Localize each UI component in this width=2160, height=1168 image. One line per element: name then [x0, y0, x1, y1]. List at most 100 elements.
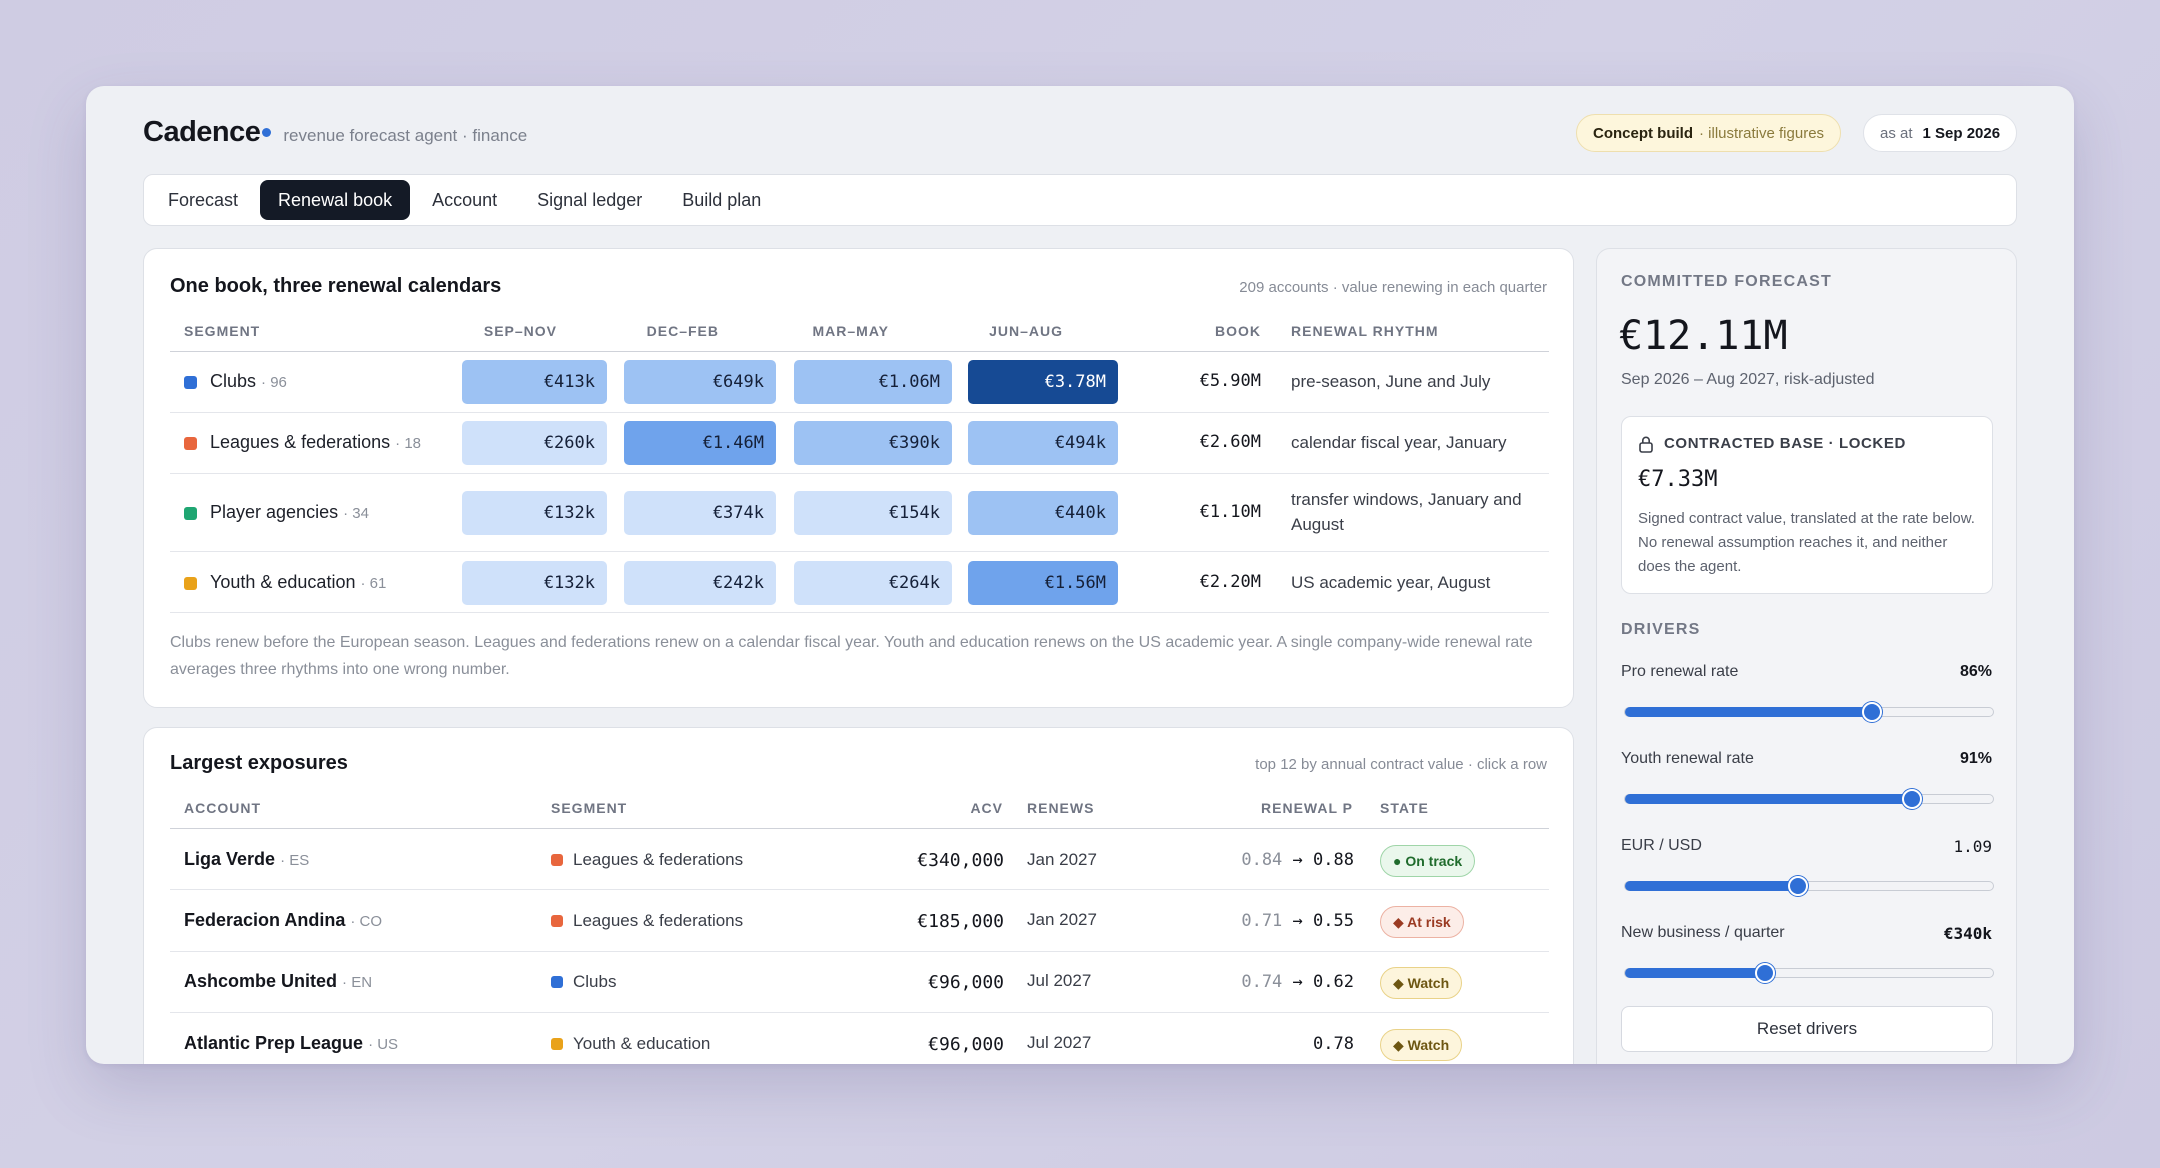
acv-value: €96,000: [928, 1034, 1004, 1055]
app-window: Cadence revenue forecast agent · finance…: [86, 86, 2074, 1064]
renewal-rhythm: calendar fiscal year, January: [1291, 433, 1507, 452]
segment-swatch: [551, 1038, 563, 1050]
driver-value: 1.09: [1953, 837, 1992, 856]
segment-name: Player agencies · 34: [210, 502, 369, 522]
renews-date: Jul 2027: [1027, 971, 1092, 990]
col-header-segment: SEGMENT: [184, 323, 261, 339]
heat-cell[interactable]: €1.06M: [794, 360, 952, 404]
slider-handle[interactable]: [1787, 876, 1808, 896]
account-name: Liga Verde · ES: [184, 849, 310, 869]
renewal-rhythm: US academic year, August: [1291, 573, 1491, 592]
slider-handle[interactable]: [1861, 702, 1882, 722]
exposures-title: Largest exposures: [170, 752, 348, 774]
header-divider: [170, 828, 1549, 829]
book-value: €1.10M: [1199, 502, 1261, 522]
drivers-kicker: DRIVERS: [1621, 621, 1701, 638]
col-header-state: STATE: [1380, 800, 1429, 816]
col-header-q3: MAR–MAY: [812, 323, 889, 339]
tab-bar: Forecast Renewal book Account Signal led…: [143, 174, 2017, 226]
account-segment: Youth & education: [551, 1034, 710, 1054]
lock-icon: [1638, 435, 1654, 453]
slider-fill: [1625, 968, 1765, 978]
new-business-slider[interactable]: [1624, 963, 1994, 983]
heat-cell[interactable]: €413k: [462, 360, 607, 404]
heat-cell[interactable]: €154k: [794, 491, 952, 535]
heat-cell[interactable]: €132k: [462, 561, 607, 605]
renewal-calendar-card: One book, three renewal calendars 209 ac…: [143, 248, 1574, 708]
row-divider: [170, 612, 1549, 613]
exposures-note: top 12 by annual contract value · click …: [1255, 756, 1547, 773]
account-segment: Clubs: [551, 972, 616, 992]
driver-value: 91%: [1959, 750, 1992, 767]
tab-account[interactable]: Account: [432, 189, 498, 210]
row-divider: [170, 473, 1549, 474]
row-divider: [170, 951, 1549, 952]
segment-name: Clubs · 96: [210, 371, 287, 391]
heat-cell[interactable]: €440k: [968, 491, 1118, 535]
renewal-probability: 0.78: [1313, 1034, 1354, 1054]
tab-forecast[interactable]: Forecast: [168, 189, 239, 210]
tab-renewal-book[interactable]: Renewal book: [260, 180, 411, 220]
heat-cell[interactable]: €494k: [968, 421, 1118, 465]
renewal-probability: 0.74 → 0.62: [1241, 972, 1354, 992]
heat-cell[interactable]: €1.56M: [968, 561, 1118, 605]
as-at-badge: as at 1 Sep 2026: [1863, 114, 2018, 152]
account-segment: Leagues & federations: [551, 911, 743, 931]
header-divider: [170, 351, 1549, 352]
brand-name: Cadence: [143, 116, 261, 148]
col-header-q1: SEP–NOV: [483, 323, 557, 339]
forecast-kicker: COMMITTED FORECAST: [1621, 273, 1832, 290]
row-divider: [170, 889, 1549, 890]
as-at-label: as at: [1880, 124, 1913, 142]
status-badge: ◆ At risk: [1380, 906, 1464, 938]
slider-handle[interactable]: [1754, 963, 1775, 983]
row-divider: [170, 1012, 1549, 1013]
eur-usd-slider[interactable]: [1624, 876, 1994, 896]
col-header-q2: DEC–FEB: [646, 323, 719, 339]
youth-renewal-slider[interactable]: [1624, 789, 1994, 809]
heat-cell[interactable]: €1.46M: [624, 421, 776, 465]
as-at-date: 1 Sep 2026: [1922, 124, 2001, 142]
driver-value: 86%: [1959, 663, 1992, 680]
col-header-renewal-p: RENEWAL P: [1261, 800, 1353, 816]
account-name: Federacion Andina · CO: [184, 910, 383, 930]
heat-cell[interactable]: €264k: [794, 561, 952, 605]
segment-swatch: [184, 376, 197, 389]
segment-swatch: [551, 854, 563, 866]
heat-cell[interactable]: €242k: [624, 561, 776, 605]
heat-cell[interactable]: €3.78M: [968, 360, 1118, 404]
forecast-panel: COMMITTED FORECAST €12.11M Sep 2026 – Au…: [1596, 248, 2017, 1064]
reset-drivers-button[interactable]: Reset drivers: [1621, 1006, 1993, 1052]
acv-value: €96,000: [928, 972, 1004, 993]
contracted-base-box: CONTRACTED BASE · LOCKED €7.33M Signed c…: [1621, 416, 1993, 594]
col-header-segment: SEGMENT: [551, 800, 628, 816]
pro-renewal-slider[interactable]: [1624, 702, 1994, 722]
locked-title: CONTRACTED BASE · LOCKED: [1664, 435, 1906, 452]
account-name: Ashcombe United · EN: [184, 971, 373, 991]
heat-cell[interactable]: €390k: [794, 421, 952, 465]
heat-cell[interactable]: €260k: [462, 421, 607, 465]
col-header-acv: ACV: [970, 800, 1003, 816]
book-value: €2.60M: [1199, 432, 1261, 452]
calendar-note: 209 accounts · value renewing in each qu…: [1239, 279, 1547, 296]
contracted-base-value: €7.33M: [1638, 467, 1718, 492]
concept-build-badge: Concept build · illustrative figures: [1576, 114, 1842, 152]
book-value: €2.20M: [1199, 572, 1261, 592]
heat-cell[interactable]: €132k: [462, 491, 607, 535]
tab-build-plan[interactable]: Build plan: [682, 189, 762, 210]
tab-signal-ledger[interactable]: Signal ledger: [537, 189, 643, 210]
slider-handle[interactable]: [1902, 789, 1923, 809]
heat-cell[interactable]: €649k: [624, 360, 776, 404]
driver-label: New business / quarter: [1621, 924, 1785, 941]
col-header-rhythm: RENEWAL RHYTHM: [1291, 323, 1439, 339]
segment-swatch: [184, 577, 197, 590]
driver-label: EUR / USD: [1621, 837, 1702, 854]
slider-fill: [1625, 707, 1872, 717]
segment-swatch: [551, 915, 563, 927]
concept-label: Concept build: [1593, 124, 1693, 142]
committed-forecast-value: €12.11M: [1619, 313, 1788, 359]
heat-cell[interactable]: €374k: [624, 491, 776, 535]
forecast-period: Sep 2026 – Aug 2027, risk-adjusted: [1621, 371, 1875, 388]
segment-swatch: [184, 507, 197, 520]
largest-exposures-card: Largest exposures top 12 by annual contr…: [143, 727, 1574, 1064]
